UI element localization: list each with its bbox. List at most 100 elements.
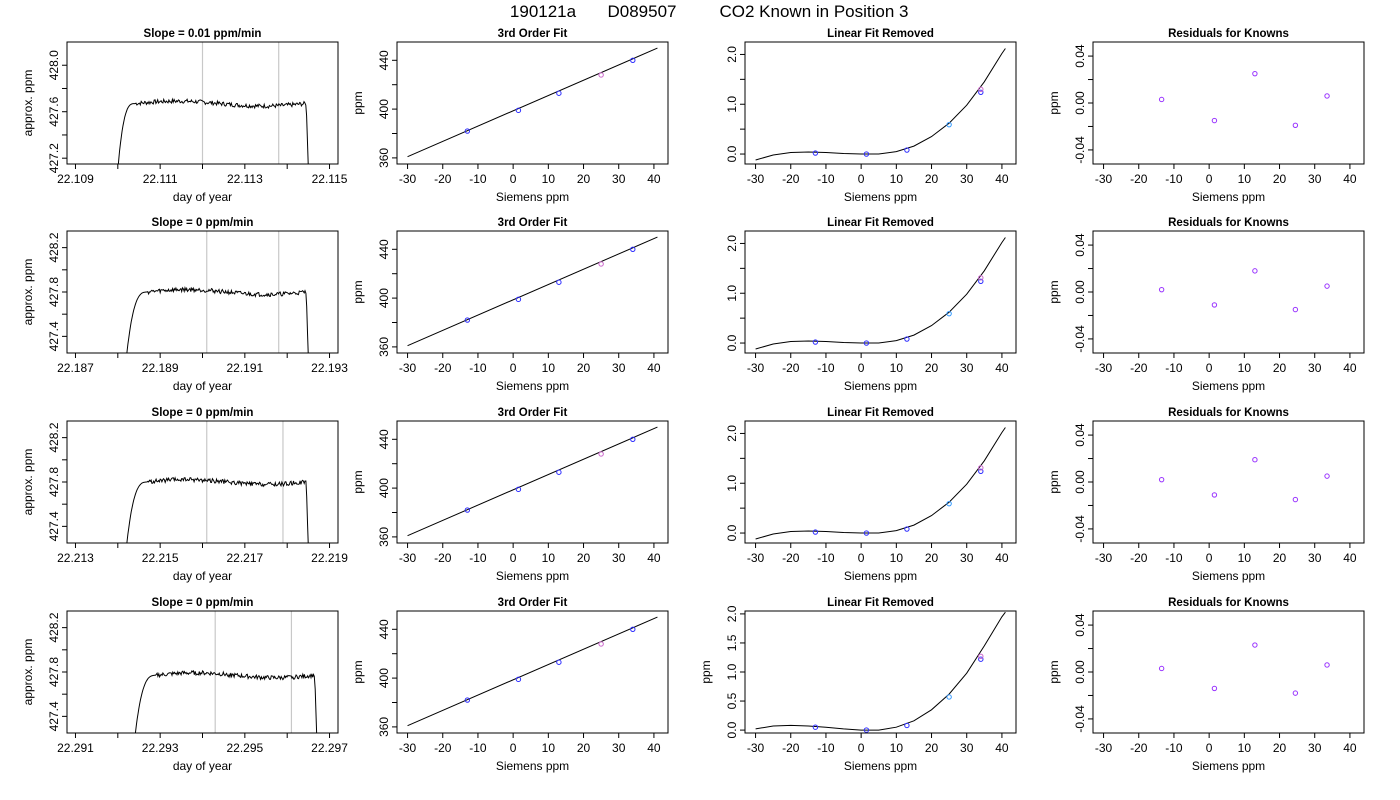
x-tick-label: 22.219 [311, 551, 348, 565]
x-tick-label: 40 [647, 361, 661, 375]
x-tick-label: 40 [995, 741, 1009, 755]
x-tick-label: 40 [1343, 172, 1357, 186]
panel-title: 3rd Order Fit [498, 597, 568, 609]
data-point [1158, 476, 1165, 483]
x-tick-label: 40 [1343, 551, 1357, 565]
x-tick-label: 30 [1308, 172, 1322, 186]
y-tick-label: 0.04 [1073, 233, 1087, 257]
data-point [863, 530, 870, 536]
panel-r1c3: Residuals for Knowns -30 -20 -10 0 10 20 30 40 -0… [1047, 217, 1365, 393]
x-tick-label: 30 [612, 361, 626, 375]
panel-r0c2: Linear Fit Removed -30 -20 -10 0 10 20 30 40 0.0 1… [725, 28, 1017, 204]
x-axis-label: Siemens ppm [1192, 379, 1265, 393]
data-point [515, 107, 522, 114]
data-point [556, 469, 562, 475]
y-tick-label: 428.2 [47, 422, 61, 452]
x-tick-label: 20 [577, 361, 591, 375]
x-tick-label: -20 [434, 361, 452, 375]
x-tick-label: 22.295 [226, 741, 263, 755]
y-tick-label: 0.0 [725, 334, 739, 351]
y-tick-label: 360 [377, 337, 391, 357]
x-tick-label: -10 [817, 741, 835, 755]
panel-title: 3rd Order Fit [498, 217, 568, 229]
plot-frame [1092, 41, 1365, 165]
x-tick-label: 20 [1273, 361, 1287, 375]
x-tick-label: 20 [1273, 551, 1287, 565]
figure-title: 190121a D089507 CO2 Known in Position 3 [510, 2, 909, 21]
x-tick-label: 22.191 [226, 361, 263, 375]
fit-curve [755, 237, 1006, 350]
x-tick-label: -30 [747, 172, 765, 186]
panel-r2c2: Linear Fit Removed -30 -20 -10 0 10 20 30 40 0.0 1… [725, 407, 1017, 583]
x-tick-label: 10 [542, 551, 556, 565]
x-tick-label: -10 [1165, 741, 1183, 755]
y-tick-label: 400 [377, 288, 391, 308]
x-tick-label: -20 [782, 551, 800, 565]
plot-area [126, 231, 309, 353]
data-point [1211, 302, 1218, 308]
fit-line [407, 426, 658, 537]
data-point [946, 310, 952, 317]
panel-title: Slope = 0.01 ppm/min [144, 28, 262, 40]
data-point [978, 278, 984, 284]
data-point [1158, 286, 1165, 293]
y-tick-label: 400 [377, 668, 391, 688]
x-tick-label: 22.109 [57, 172, 94, 186]
x-axis-label: Siemens ppm [844, 759, 917, 773]
y-tick-label: -0.04 [1073, 325, 1087, 353]
x-tick-label: 30 [960, 172, 974, 186]
x-tick-label: 0 [858, 551, 865, 565]
fit-line [407, 616, 658, 727]
y-tick-label: 0.00 [1073, 660, 1087, 684]
x-tick-label: 20 [577, 172, 591, 186]
x-axis-label: Siemens ppm [1192, 569, 1265, 583]
panel-title: Linear Fit Removed [827, 217, 934, 229]
plot-frame [1092, 230, 1365, 354]
x-tick-label: 22.115 [312, 172, 348, 186]
y-tick-label: -0.04 [1073, 136, 1087, 164]
x-axis-label: Siemens ppm [844, 379, 917, 393]
y-tick-label: 440 [377, 429, 391, 449]
x-tick-label: 10 [542, 741, 556, 755]
x-tick-label: 30 [1308, 551, 1322, 565]
data-point [978, 89, 984, 95]
plot-area [407, 616, 658, 727]
x-tick-label: 0 [510, 172, 517, 186]
x-tick-label: -10 [1165, 361, 1183, 375]
x-tick-label: 10 [542, 172, 556, 186]
y-tick-label: 440 [377, 239, 391, 259]
y-tick-label: 0.0 [725, 721, 739, 738]
x-tick-label: -30 [1095, 172, 1113, 186]
data-point [598, 261, 604, 267]
x-tick-label: -20 [782, 361, 800, 375]
data-point [978, 275, 984, 281]
x-axis-label: Siemens ppm [844, 190, 917, 204]
plot-frame [744, 420, 1017, 544]
x-axis-label: Siemens ppm [496, 379, 569, 393]
x-tick-label: 10 [542, 361, 556, 375]
figure-title-run-id: 190121a [510, 2, 577, 21]
data-point [904, 336, 910, 342]
panels: Slope = 0.01 ppm/min 22.109 22.111 22.113 22… [21, 28, 1365, 773]
panel-title: Linear Fit Removed [827, 28, 934, 40]
y-tick-label: 440 [377, 50, 391, 70]
fit-curve [755, 611, 1006, 731]
panel-r1c0: Slope = 0 ppm/min 22.187 22.189 22.191 22.19… [21, 217, 348, 393]
x-tick-label: -10 [469, 361, 487, 375]
data-point [630, 436, 636, 442]
data-point [556, 90, 562, 96]
panel-title: Slope = 0 ppm/min [152, 597, 254, 609]
panel-title: Residuals for Knowns [1168, 28, 1289, 40]
y-tick-label: 400 [377, 478, 391, 498]
panel-r2c0: Slope = 0 ppm/min 22.213 22.215 22.217 22.21… [21, 407, 348, 583]
plot-frame [396, 41, 669, 165]
data-point [1252, 268, 1258, 274]
fit-line [407, 236, 658, 347]
data-point [1211, 492, 1218, 498]
x-tick-label: -20 [434, 551, 452, 565]
panel-title: 3rd Order Fit [498, 28, 568, 40]
x-tick-label: 10 [1238, 551, 1252, 565]
plot-frame [1092, 610, 1365, 734]
x-tick-label: 0 [510, 741, 517, 755]
x-tick-label: 10 [890, 741, 904, 755]
